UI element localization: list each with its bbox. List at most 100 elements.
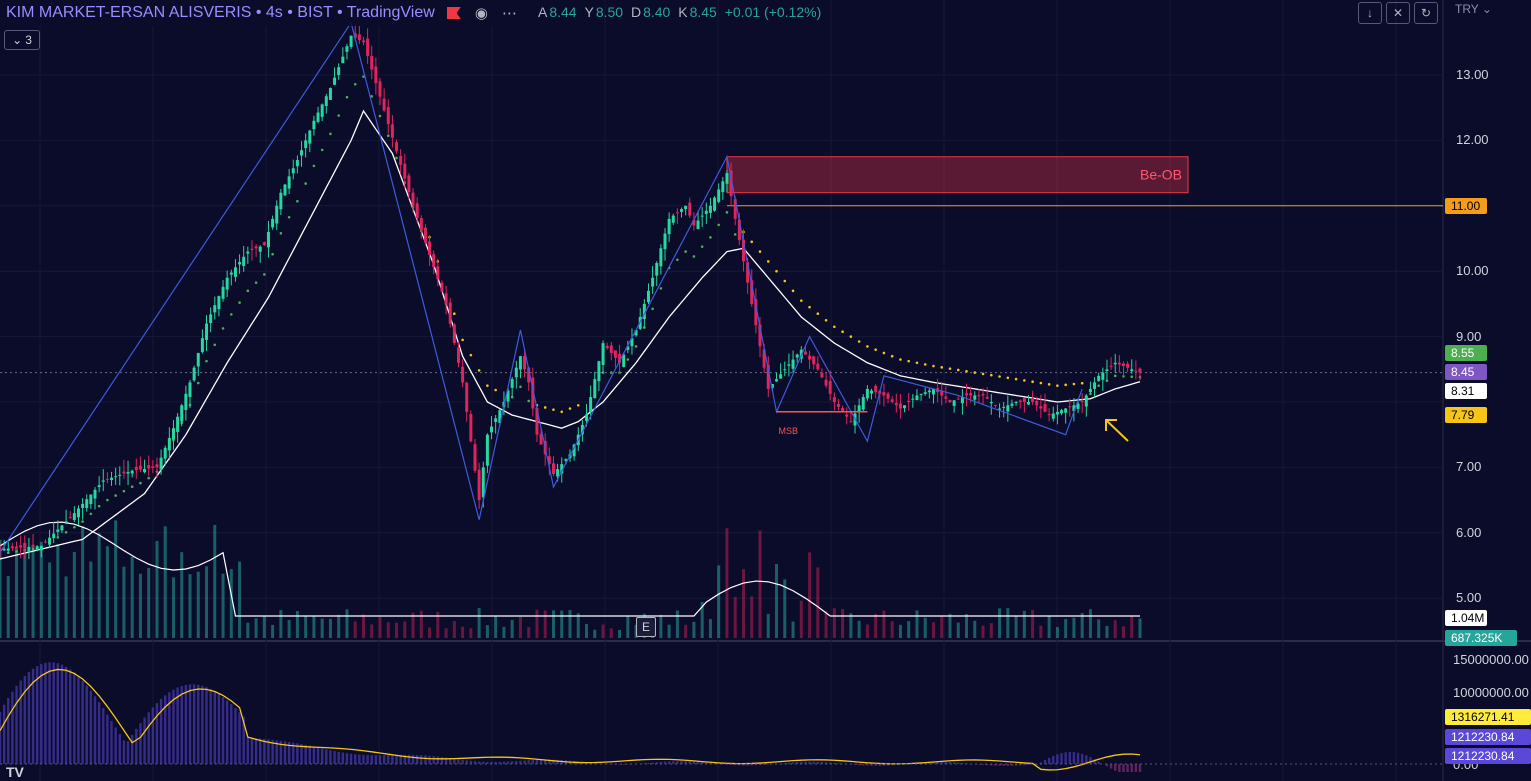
- volume-bar: [692, 621, 696, 638]
- sar-dot: [676, 258, 679, 262]
- candle-body: [217, 296, 221, 310]
- sar-dot: [73, 525, 76, 529]
- osc-histogram-bar: [1114, 764, 1117, 771]
- price-tick-label: 13.00: [1456, 67, 1489, 82]
- sar-dot: [1031, 380, 1034, 384]
- osc-histogram-bar: [263, 739, 266, 764]
- candle-body: [167, 437, 171, 451]
- volume-bar: [783, 579, 787, 638]
- osc-signal-line: [0, 668, 1141, 771]
- candle-body: [68, 517, 72, 519]
- osc-histogram-bar: [1134, 764, 1138, 772]
- osc-histogram-bar: [469, 760, 473, 764]
- candle-body: [130, 470, 134, 474]
- osc-histogram-bar: [688, 761, 691, 764]
- candle-body: [349, 35, 353, 47]
- osc-histogram-bar: [440, 757, 444, 764]
- candle-body: [589, 397, 593, 412]
- candle-body: [973, 395, 977, 400]
- more-icon[interactable]: ⋯: [501, 5, 517, 22]
- candle-body: [605, 345, 609, 349]
- osc-histogram-bar: [130, 734, 134, 764]
- sar-dot: [1056, 384, 1059, 387]
- osc-histogram-bar: [164, 695, 167, 764]
- osc-histogram-bar: [829, 762, 832, 764]
- volume-bar: [444, 628, 448, 638]
- candle-body: [465, 382, 469, 412]
- sar-dot: [634, 345, 638, 348]
- candle-body: [1101, 372, 1105, 380]
- osc-histogram-bar: [465, 760, 468, 764]
- fit-button[interactable]: ✕: [1386, 2, 1410, 24]
- volume-bar: [799, 600, 803, 638]
- candle-body: [836, 404, 840, 407]
- volume-bar: [510, 619, 514, 638]
- volume-bar: [337, 614, 341, 638]
- candle-body: [593, 379, 597, 399]
- candle-body: [642, 303, 646, 320]
- volume-bar: [428, 627, 432, 638]
- sar-dot: [733, 233, 737, 236]
- volume-bar: [1121, 626, 1125, 638]
- volume-bar: [1138, 618, 1142, 638]
- candle-body: [808, 355, 812, 360]
- sar-dot: [139, 481, 142, 485]
- candle-body: [564, 459, 568, 461]
- candle-body: [39, 545, 43, 551]
- candle-body: [428, 241, 432, 255]
- osc-histogram-bar: [428, 755, 431, 764]
- volume-bar: [609, 628, 613, 638]
- osc-histogram-bar: [1006, 764, 1010, 766]
- osc-histogram-bar: [176, 687, 179, 764]
- earnings-marker[interactable]: E: [636, 617, 656, 637]
- candle-body: [19, 545, 23, 548]
- candle-body: [1105, 369, 1109, 371]
- sar-dot: [833, 325, 836, 329]
- candle-body: [304, 140, 308, 149]
- osc-histogram-bar: [114, 727, 117, 764]
- candle-body: [1117, 362, 1121, 365]
- eye-icon[interactable]: ◉: [474, 5, 488, 22]
- osc-histogram-bar: [494, 762, 497, 764]
- osc-histogram-bar: [812, 761, 815, 764]
- candle-body: [31, 544, 35, 547]
- osc-histogram-bar: [696, 761, 700, 764]
- flag-icon[interactable]: [446, 7, 461, 19]
- osc-histogram-bar: [1097, 761, 1100, 764]
- volume-bar: [832, 608, 836, 638]
- volume-bar: [229, 569, 233, 638]
- volume-bar: [180, 552, 184, 638]
- volume-bar: [560, 610, 564, 638]
- scroll-down-button[interactable]: ↓: [1358, 2, 1382, 24]
- candle-body: [572, 444, 576, 457]
- tradingview-logo[interactable]: TV: [6, 764, 24, 780]
- indicators-toggle[interactable]: ⌄ 3: [4, 30, 40, 50]
- osc-histogram-bar: [1072, 752, 1076, 764]
- volume-bar: [155, 540, 159, 638]
- volume-bar: [395, 622, 399, 638]
- currency-selector[interactable]: TRY ⌄: [1455, 2, 1492, 16]
- candle-body: [0, 548, 2, 550]
- candle-body: [279, 192, 283, 210]
- sar-dot: [857, 340, 861, 343]
- candle-body: [1134, 370, 1138, 372]
- volume-bar: [1031, 609, 1035, 638]
- reset-button[interactable]: ↻: [1414, 2, 1438, 24]
- osc-histogram-bar: [354, 754, 357, 764]
- sar-dot: [626, 358, 630, 361]
- symbol-title[interactable]: KIM MARKET-ERSAN ALISVERIS • 4s • BIST •…: [6, 4, 435, 21]
- candle-body: [977, 395, 981, 397]
- candle-body: [320, 104, 324, 117]
- candle-body: [35, 546, 39, 551]
- osc-histogram-bar: [961, 762, 964, 764]
- sar-dot: [97, 504, 101, 508]
- osc-histogram-bar: [866, 764, 869, 766]
- candle-body: [171, 428, 175, 440]
- candle-body: [779, 374, 783, 379]
- low-value: 8.40: [643, 4, 671, 20]
- candle-body: [547, 456, 551, 465]
- volume-bar: [527, 626, 531, 638]
- candle-body: [1031, 398, 1035, 402]
